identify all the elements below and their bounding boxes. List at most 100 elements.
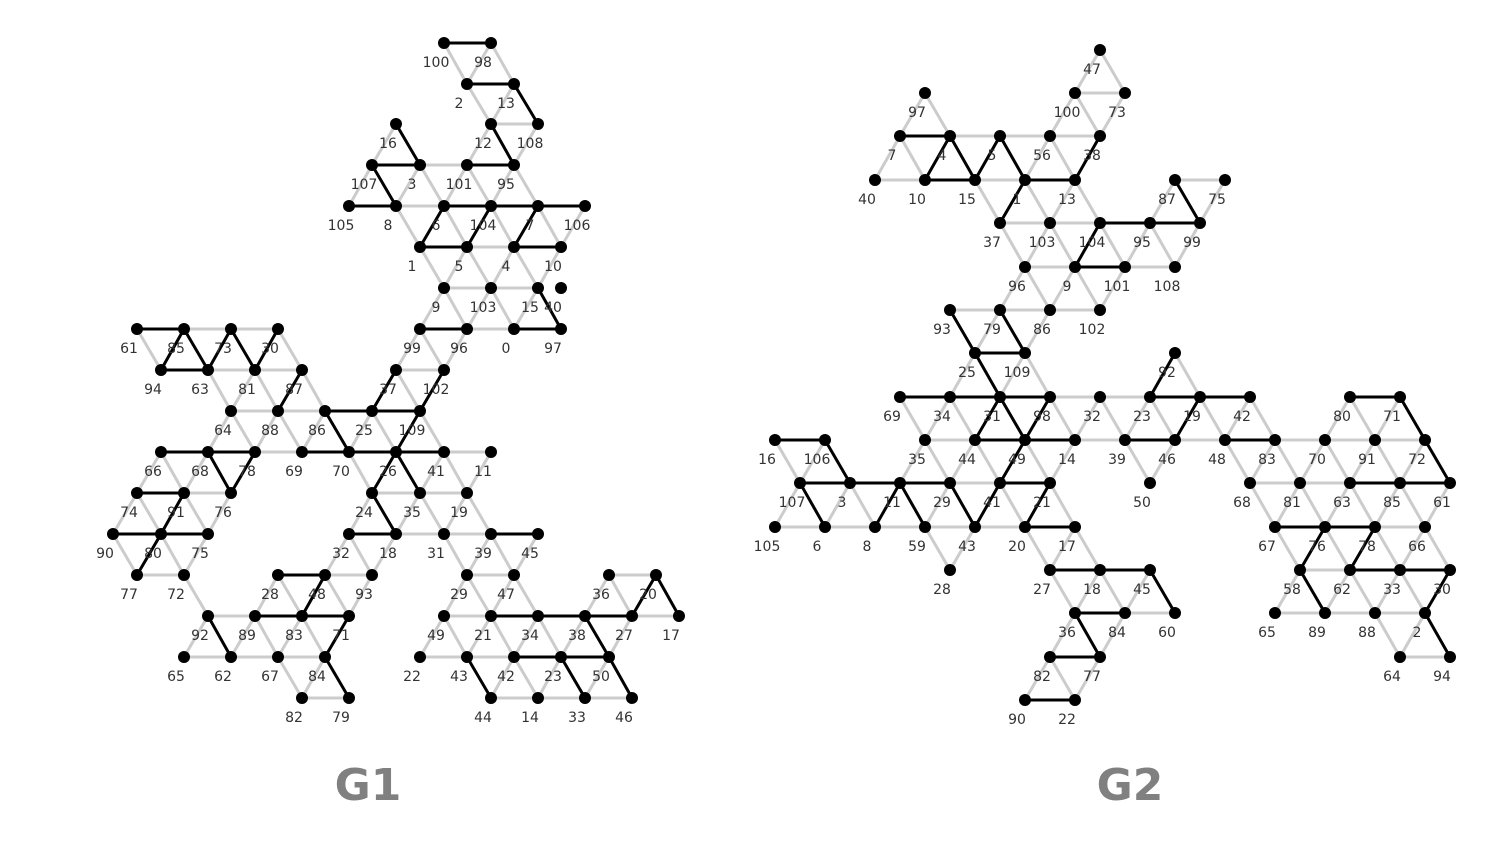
- g2-45-node: [1144, 564, 1156, 576]
- g1-49-label: 49: [427, 628, 445, 644]
- g1-35-node: [414, 487, 426, 499]
- g2-100-label: 100: [1054, 105, 1081, 121]
- g2-95-label: 95: [1133, 235, 1151, 251]
- g2-edge: [1423, 611, 1452, 659]
- g2-edge: [923, 525, 952, 572]
- g2-edge: [1073, 525, 1102, 572]
- g1-edge: [583, 655, 611, 700]
- g1-edge: [512, 163, 540, 208]
- g2-edge: [923, 481, 952, 529]
- g1-edge: [323, 614, 351, 659]
- g2-35-label: 35: [908, 452, 926, 468]
- g1-49-node: [438, 610, 450, 622]
- g1-10-node: [555, 241, 567, 253]
- g2-edge: [1348, 525, 1377, 572]
- g2-edge: [1048, 611, 1077, 659]
- g1-edge: [253, 573, 280, 618]
- g2-edge: [898, 438, 927, 485]
- g2-104-node: [1094, 217, 1106, 229]
- g1-3-label: 3: [408, 177, 417, 193]
- g1-108-node: [532, 118, 544, 130]
- g1-31-node: [438, 528, 450, 540]
- g2-edge: [1023, 134, 1052, 182]
- g2-edge: [923, 395, 952, 442]
- g2-4-node: [944, 130, 956, 142]
- g1-1-node: [414, 241, 426, 253]
- g1-72-label: 72: [167, 587, 185, 603]
- g1-16-label: 16: [379, 136, 397, 152]
- g2-62-label: 62: [1333, 582, 1351, 598]
- g2-edge: [898, 481, 927, 529]
- g2-edge: [898, 91, 927, 138]
- g1-edge: [489, 286, 516, 331]
- g2-edge: [1073, 134, 1102, 182]
- g1-17-label: 17: [662, 628, 680, 644]
- g2-79-node: [994, 304, 1006, 316]
- g1-25-label: 25: [355, 423, 373, 439]
- g1-edge: [442, 614, 469, 659]
- g1-98-label: 98: [474, 55, 492, 71]
- g1-30-node: [272, 323, 284, 335]
- g1-edge: [442, 573, 469, 618]
- g1-69-node: [296, 446, 308, 458]
- g2-edge: [1273, 481, 1302, 529]
- g2-46-label: 46: [1158, 452, 1176, 468]
- g2-105-label: 105: [754, 539, 781, 555]
- g2-edge: [998, 221, 1027, 269]
- g1-88-node: [272, 405, 284, 417]
- g1-edge: [111, 491, 139, 536]
- g1-edge: [489, 122, 516, 167]
- g2-edge: [1348, 481, 1377, 529]
- g2-edge: [1023, 481, 1052, 529]
- g1-5-node: [461, 241, 473, 253]
- g2-edge: [1398, 611, 1427, 659]
- g2-edge: [998, 351, 1027, 399]
- g1-102-label: 102: [423, 382, 450, 398]
- g1-90-label: 90: [96, 546, 114, 562]
- g2-71-node: [1394, 391, 1406, 403]
- g1-edge: [442, 245, 469, 290]
- g1-edge: [394, 450, 422, 495]
- g2-93-node: [944, 304, 956, 316]
- g2-edge: [1073, 265, 1102, 312]
- g1-63-label: 63: [191, 382, 209, 398]
- g1-103-label: 103: [470, 300, 497, 316]
- g1-edge: [465, 204, 493, 249]
- g1-48-node: [319, 569, 331, 581]
- g1-85-node: [178, 323, 190, 335]
- g1-edge: [418, 163, 446, 208]
- g1-edge: [512, 245, 540, 290]
- g2-edge: [1048, 438, 1077, 485]
- g2-edge: [1423, 481, 1452, 529]
- g2-7-label: 7: [888, 148, 897, 164]
- g1-8-label: 8: [384, 218, 393, 234]
- g2-27-label: 27: [1033, 582, 1051, 598]
- g2-edge: [1073, 48, 1102, 95]
- g2-edge: [1323, 438, 1352, 485]
- g2-19-label: 19: [1183, 409, 1201, 425]
- g2-23-label: 23: [1133, 409, 1151, 425]
- g1-43-node: [461, 651, 473, 663]
- g1-44-node: [485, 692, 497, 704]
- g1-83-node: [296, 610, 308, 622]
- g1-7-label: 7: [526, 218, 535, 234]
- g2-edge: [923, 438, 952, 485]
- g2-edge: [1023, 525, 1052, 572]
- g1-edge: [159, 532, 186, 577]
- g2-edge: [1148, 568, 1177, 615]
- g1-80-label: 80: [144, 546, 162, 562]
- g1-29-label: 29: [450, 587, 468, 603]
- g2-3-label: 3: [838, 495, 847, 511]
- g1-edge: [206, 450, 233, 495]
- g2-21-label: 21: [1033, 495, 1051, 511]
- g1-46-label: 46: [615, 710, 633, 726]
- g2-102-node: [1094, 304, 1106, 316]
- g2-edge: [998, 134, 1027, 182]
- g1-edge: [182, 450, 210, 495]
- g2-4-label: 4: [938, 148, 947, 164]
- g2-42-label: 42: [1233, 409, 1251, 425]
- g2-87-node: [1169, 174, 1181, 186]
- g1-edge: [489, 655, 516, 700]
- g2-68-label: 68: [1233, 495, 1251, 511]
- g1-edge: [323, 655, 351, 700]
